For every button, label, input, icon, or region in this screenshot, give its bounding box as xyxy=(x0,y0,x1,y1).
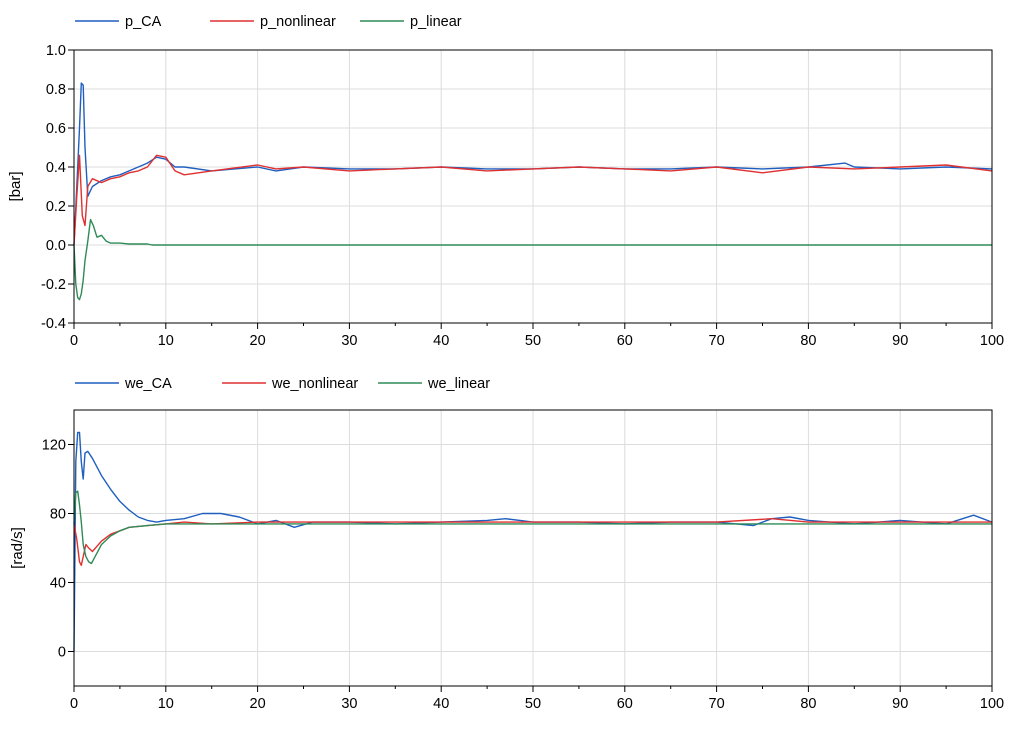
y-tick-label: 0 xyxy=(58,645,66,661)
legend-item-we-nonlinear[interactable]: we_nonlinear xyxy=(222,376,358,392)
x-tick-label: 20 xyxy=(250,333,266,349)
x-tick-label: 60 xyxy=(617,696,633,712)
chart-panel-2: 0 10 20 30 40 50 60 70 80 90 100 0 40 80 120 [rad/s] we_… xyxy=(9,376,1004,712)
y-tick-label: 120 xyxy=(42,438,66,454)
y-tick-label: 0.6 xyxy=(46,121,66,137)
x-tick-label: 100 xyxy=(980,333,1004,349)
series-line-p-nonlinear xyxy=(73,154,993,246)
x-tick-label: 80 xyxy=(800,333,816,349)
x-tick-label: 20 xyxy=(250,696,266,712)
y-tick-label: 0.0 xyxy=(46,238,66,254)
x-tick-label: 0 xyxy=(70,696,78,712)
x-tick-label: 40 xyxy=(433,696,449,712)
legend-label: p_nonlinear xyxy=(260,14,336,30)
legend-label: p_linear xyxy=(410,14,462,30)
y-tick-label: 0.8 xyxy=(46,82,66,98)
legend-label: we_CA xyxy=(124,376,172,392)
legend-label: p_CA xyxy=(125,14,162,30)
legend-item-p-nonlinear[interactable]: p_nonlinear xyxy=(210,14,336,30)
y-tick-label: 1.0 xyxy=(46,43,66,59)
series-line-p-CA xyxy=(73,82,993,246)
x-tick-label: 50 xyxy=(525,333,541,349)
x-tick-label: 70 xyxy=(709,696,725,712)
legend-label: we_nonlinear xyxy=(271,376,358,392)
x-tick-label: 60 xyxy=(617,333,633,349)
legend-item-p-linear[interactable]: p_linear xyxy=(360,14,462,30)
legend-item-p-CA[interactable]: p_CA xyxy=(75,14,162,30)
y-axis-label: [rad/s] xyxy=(9,527,26,569)
y-tick-label: -0.4 xyxy=(41,316,66,332)
x-tick-label: 0 xyxy=(70,333,78,349)
chart-panel-1: 0 10 20 30 40 50 60 70 80 90 100 -0.4 -0.2 0.0 0.2 0.4 0… xyxy=(7,14,1004,349)
y-axis-label: [bar] xyxy=(7,171,24,201)
x-tick-label: 50 xyxy=(525,696,541,712)
x-tick-label: 70 xyxy=(709,333,725,349)
legend-label: we_linear xyxy=(427,376,490,392)
x-tick-label: 90 xyxy=(892,333,908,349)
y-tick-label: 0.4 xyxy=(46,160,66,176)
x-tick-label: 40 xyxy=(433,333,449,349)
y-tick-label: 0.2 xyxy=(46,199,66,215)
x-tick-label: 100 xyxy=(980,696,1004,712)
x-tick-label: 90 xyxy=(892,696,908,712)
y-tick-label: 80 xyxy=(50,507,66,523)
x-tick-label: 10 xyxy=(158,696,174,712)
legend-item-we-linear[interactable]: we_linear xyxy=(378,376,490,392)
legend-item-we-CA[interactable]: we_CA xyxy=(75,376,172,392)
x-tick-label: 10 xyxy=(158,333,174,349)
x-tick-label: 30 xyxy=(341,696,357,712)
y-tick-label: 40 xyxy=(50,576,66,592)
series-line-we-linear xyxy=(73,490,992,565)
x-tick-label: 80 xyxy=(800,696,816,712)
series-line-p-linear xyxy=(73,218,992,301)
x-tick-label: 30 xyxy=(341,333,357,349)
y-tick-label: -0.2 xyxy=(41,277,66,293)
